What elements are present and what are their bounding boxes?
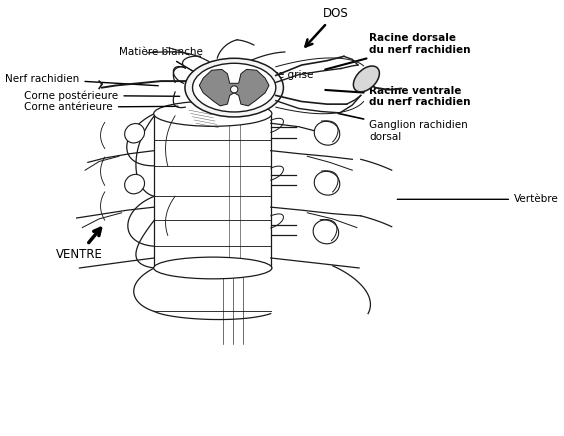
Ellipse shape bbox=[314, 121, 340, 145]
Ellipse shape bbox=[125, 174, 144, 194]
Polygon shape bbox=[199, 69, 269, 106]
Text: Corne postérieure: Corne postérieure bbox=[24, 90, 180, 101]
Text: DOS: DOS bbox=[306, 7, 349, 47]
Text: VENTRE: VENTRE bbox=[56, 228, 103, 261]
Text: Nerf rachidien: Nerf rachidien bbox=[5, 74, 158, 86]
Ellipse shape bbox=[154, 257, 272, 279]
Ellipse shape bbox=[231, 86, 238, 93]
Text: Racine ventrale
du nerf rachidien: Racine ventrale du nerf rachidien bbox=[325, 85, 471, 107]
Ellipse shape bbox=[185, 58, 283, 117]
Text: Ganglion rachidien
dorsal: Ganglion rachidien dorsal bbox=[338, 113, 468, 142]
Text: Matière grise: Matière grise bbox=[240, 70, 314, 91]
Ellipse shape bbox=[313, 220, 338, 244]
Ellipse shape bbox=[314, 171, 340, 195]
Text: Matière blanche: Matière blanche bbox=[119, 47, 203, 77]
Ellipse shape bbox=[192, 63, 276, 112]
Text: Vertèbre: Vertèbre bbox=[397, 194, 559, 204]
Ellipse shape bbox=[125, 123, 144, 143]
Ellipse shape bbox=[154, 101, 272, 126]
Text: Corne antérieure: Corne antérieure bbox=[24, 102, 178, 112]
Ellipse shape bbox=[354, 66, 380, 92]
Text: Racine dorsale
du nerf rachidien: Racine dorsale du nerf rachidien bbox=[325, 34, 471, 69]
